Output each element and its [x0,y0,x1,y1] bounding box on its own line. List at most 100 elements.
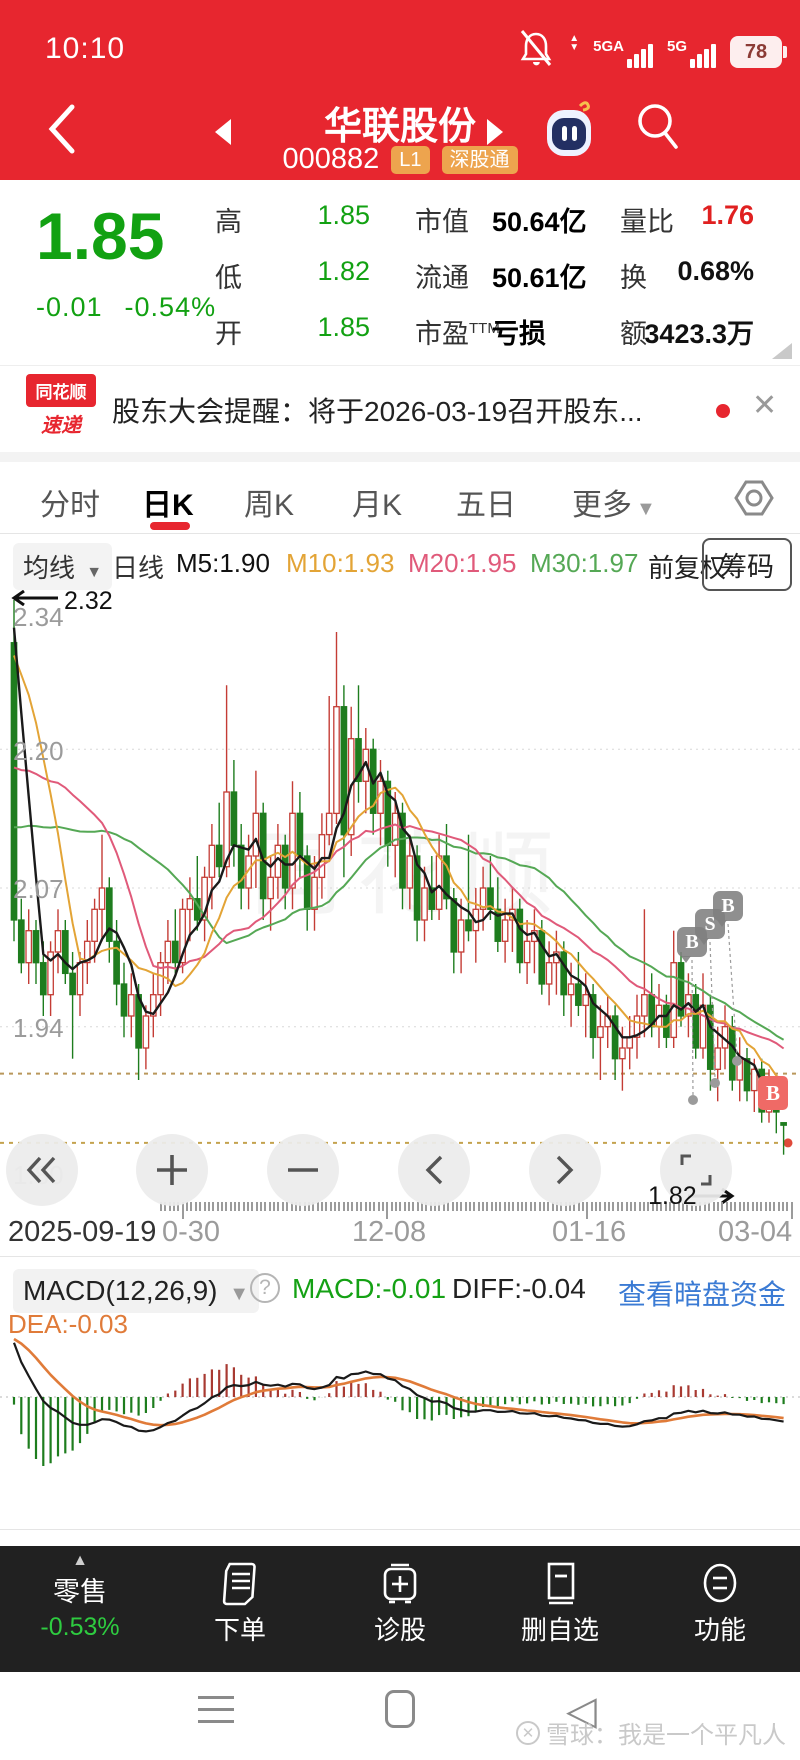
android-back-icon[interactable]: ◁ [566,1689,597,1733]
status-bar: 10:10 ▲ ▼ 5GA 5G 78 [0,0,800,85]
nav-diagnose[interactable]: 诊股 [320,1546,480,1672]
kline-chart[interactable]: 同花顺 2.32 2.34 2.20 2.07 1.94 1.80 B S B … [0,587,800,1210]
news-text[interactable]: 股东大会提醒：将于2026-03-19召开股东... [112,396,643,427]
ma30-value: M30:1.97 [530,548,639,578]
chart-scrollbar[interactable] [0,1202,800,1220]
pe-label: 市盈TTM [415,319,500,349]
search-icon[interactable] [632,99,684,155]
up-triangle-icon: ▲ [72,1552,88,1569]
data-arrows-icon: ▲ ▼ [569,33,580,53]
xueqiu-logo-icon: ✕ [516,1720,540,1745]
nav-place-order[interactable]: 下单 [160,1546,320,1672]
nav-functions[interactable]: 功能 [640,1546,800,1672]
ma10-value: M10:1.93 [286,548,395,578]
ths-express-logo: 同花顺 速递 [26,374,96,438]
chart-settings-icon[interactable] [732,476,776,520]
pe-value: 亏损 [492,319,546,349]
pan-right-button[interactable] [529,1134,601,1206]
pan-left-button[interactable] [398,1134,470,1206]
mute-bell-icon [520,30,552,66]
volratio-value: 1.76 [701,200,754,230]
battery-icon: 78 [730,36,787,68]
y-label-4: 1.94 [13,1013,64,1043]
x-label-3: 01-16 [552,1216,627,1248]
chevron-down-icon: ▼ [636,498,656,520]
close-icon[interactable]: ✕ [752,389,778,422]
low-value: 1.82 [317,256,370,286]
unread-dot [716,404,730,418]
kline-canvas[interactable] [0,590,800,1202]
help-icon[interactable]: ? [250,1273,280,1303]
section-divider [0,452,800,462]
marketcap-value: 50.64亿 [492,207,587,237]
sector-name: 零售 [53,1577,107,1607]
price-change: -0.01 -0.54% [36,292,217,322]
expand-quote-icon[interactable] [772,343,792,359]
recents-icon[interactable] [198,1696,234,1732]
back-icon[interactable] [46,103,78,155]
chevron-down-icon: ▼ [86,564,103,581]
macd-panel: MACD(12,26,9) ▼ ? MACD:-0.01 DIFF:-0.04 … [0,1256,800,1530]
trade-dot [710,1078,720,1088]
clock: 10:10 [45,32,126,65]
functions-icon [640,1560,800,1608]
nav-sector[interactable]: ▲ 零售 -0.53% [0,1546,160,1672]
marketcap-label: 市值 [415,207,469,237]
quote-panel[interactable]: 1.85 -0.01 -0.54% 高 1.85 市值 50.64亿 量比 1.7… [0,180,800,366]
x-axis: 2025-09-19 0-30 12-08 01-16 03-04 [0,1216,800,1252]
signal-5g-icon: 5G [667,39,716,68]
ma20-value: M20:1.95 [408,548,517,578]
nav-remove-watchlist[interactable]: 删自选 [480,1546,640,1672]
open-value: 1.85 [317,312,370,342]
fullscreen-button[interactable] [660,1134,732,1206]
tab-daily[interactable]: 日K [142,489,194,522]
period-label: 日线 [112,553,165,583]
tab-fiveday[interactable]: 五日 [456,489,516,522]
news-banner[interactable]: 同花顺 速递 股东大会提醒：将于2026-03-19召开股东... ✕ [0,366,800,452]
stock-code: 000882 [282,143,380,175]
stock-name: 华联股份 [323,106,476,148]
signal-badge-buy[interactable]: B [758,1076,788,1110]
zoom-out-button[interactable] [267,1134,339,1206]
trade-marker-buy[interactable]: B [713,891,743,927]
x-label-start: 2025-09-19 [8,1216,157,1248]
ma-selector[interactable]: 均线 ▼ [13,543,113,590]
ma-indicator-bar: 均线 ▼ 日线 M5:1.90 M10:1.93 M20:1.95 M30:1.… [0,535,800,591]
amount-label: 额 [620,319,647,349]
macd-selector[interactable]: MACD(12,26,9) ▼ [13,1269,260,1313]
jump-left-button[interactable] [6,1134,78,1206]
tab-monthly[interactable]: 月K [352,489,403,522]
macd-canvas[interactable] [0,1331,800,1527]
chips-button[interactable]: 筹码 [702,538,792,591]
y-label-3: 2.07 [13,874,64,904]
y-label-1: 2.34 [13,602,64,632]
tab-weekly[interactable]: 周K [244,489,295,522]
connect-badge: 深股通 [441,145,518,174]
turnover-label: 换 [620,263,647,293]
tab-more[interactable]: 更多 ▼ [572,489,656,522]
signal-5ga-icon: 5GA [593,39,653,68]
adjust-mode[interactable]: 前复权 [648,553,727,583]
sector-change: -0.53% [40,1613,120,1641]
title-bar: 华联股份 000882 L1 深股通 [0,85,800,180]
zoom-in-button[interactable] [136,1134,208,1206]
amount-value: 3423.3万 [644,319,754,349]
trade-dot [732,1056,742,1066]
order-icon [160,1560,320,1608]
ma5-value: M5:1.90 [176,548,270,578]
android-nav-bar: ◁ ✕ 雪球：我是一个平凡人 [0,1672,800,1760]
tab-minute[interactable]: 分时 [40,489,100,522]
open-label: 开 [215,319,242,349]
y-label-2: 2.20 [13,736,64,766]
home-icon[interactable] [385,1690,415,1728]
window-low-marker: 1.82 [648,1182,697,1210]
remove-watchlist-icon [480,1560,640,1608]
robot-assistant-icon[interactable] [540,98,598,160]
dark-pool-link[interactable]: 查看暗盘资金 [617,1279,786,1310]
level-badge: L1 [391,145,430,174]
next-stock-icon[interactable] [487,119,503,145]
dea-value: DEA:-0.03 [8,1309,128,1339]
pan-left-arrow-icon [11,590,58,606]
prev-stock-icon[interactable] [215,119,231,145]
